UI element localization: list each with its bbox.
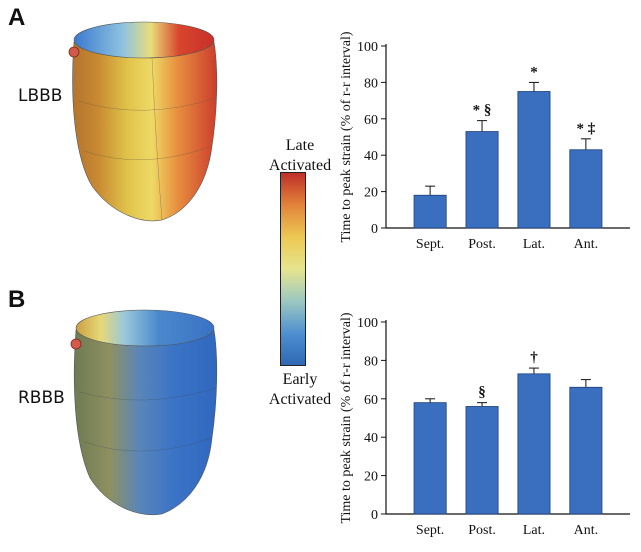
y-tick-label: 0 [371,508,378,523]
y-tick-label: 100 [357,316,378,331]
x-tick-label: Ant. [574,237,599,252]
y-tick-label: 100 [357,40,378,55]
y-tick-label: 20 [364,470,378,485]
significance-marker: † [530,350,538,366]
x-tick-label: Ant. [574,523,599,538]
colorbar-top-label: Late Activated [240,136,360,176]
bar [465,131,499,229]
y-tick-label: 0 [371,222,378,237]
y-axis-label: Time to peak strain (% of r-r interval) [339,312,354,523]
significance-marker: * ‡ [576,121,595,137]
x-tick-label: Sept. [416,523,444,538]
y-tick-label: 40 [364,149,378,164]
panel-b-letter: B [8,286,26,313]
x-tick-label: Post. [468,523,496,538]
colorbar-bottom-line2: Activated [268,391,332,408]
y-axis-label: Time to peak strain (% of r-r interval) [339,31,354,242]
x-tick-label: Lat. [523,523,545,538]
y-tick-label: 80 [364,76,378,91]
y-tick-label: 40 [364,431,378,446]
colorbar-top-line1: Late [285,137,315,154]
bar [569,386,603,515]
x-tick-label: Sept. [416,237,444,252]
colorbar-bottom-line1: Early [282,371,318,388]
lbbb-label: LBBB [18,86,63,106]
rbbb-heart-map [70,309,218,516]
significance-marker: * § [473,103,492,119]
lbbb-heart-body [72,41,218,222]
y-tick-label: 20 [364,186,378,201]
y-tick-label: 80 [364,354,378,369]
colorbar-bottom-label: Early Activated [240,370,360,410]
lbbb-heart-map [68,21,218,222]
y-tick-label: 60 [364,113,378,128]
rbbb-heart-rim [75,309,215,347]
bar [517,373,551,515]
x-tick-label: Post. [468,237,496,252]
bar [465,406,499,515]
bar [517,91,551,229]
bar [413,402,447,515]
rbbb-heart-body [73,329,218,516]
colorbar-top-line2: Activated [268,157,332,174]
x-tick-label: Lat. [523,237,545,252]
y-tick-label: 60 [364,393,378,408]
colorbar [280,172,306,366]
rbbb-label: RBBB [18,388,65,408]
lbbb-heart-rim [73,21,215,59]
significance-marker: * [530,64,538,80]
panel-a-letter: A [8,4,26,31]
bar [413,194,447,229]
rbbb-marker-dot [70,338,82,350]
bar [569,149,603,229]
lbbb-marker-dot [68,46,80,58]
significance-marker: § [478,385,486,401]
